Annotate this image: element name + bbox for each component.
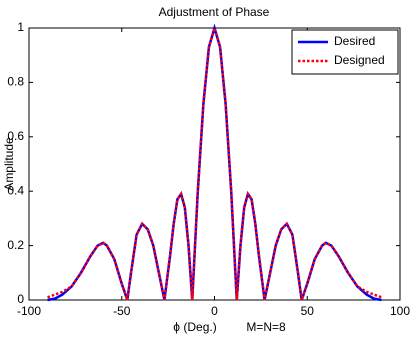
x-tick-label: 100 xyxy=(390,304,410,318)
chart-title: Adjustment of Phase xyxy=(159,5,270,19)
y-tick-label: 0.6 xyxy=(7,129,24,143)
y-tick-label: 0.2 xyxy=(7,238,24,252)
y-tick-label: 0.4 xyxy=(7,183,24,197)
x-axis-label: ϕ (Deg.) xyxy=(173,320,216,334)
y-tick-label: 0 xyxy=(17,292,24,306)
legend-label: Designed xyxy=(334,53,385,67)
x-tick-label: -100 xyxy=(17,304,41,318)
data-line xyxy=(47,23,382,301)
legend-label: Desired xyxy=(334,34,375,48)
x-tick-label: 50 xyxy=(301,304,315,318)
x-tick-label: -50 xyxy=(113,304,131,318)
legend-box xyxy=(291,29,399,75)
annotation: M=N=8 xyxy=(246,320,286,334)
y-tick-label: 1 xyxy=(17,20,24,34)
x-tick-label: 0 xyxy=(211,304,218,318)
y-tick-label: 0.8 xyxy=(7,75,24,89)
y-axis-label: Amplitude xyxy=(2,137,16,191)
